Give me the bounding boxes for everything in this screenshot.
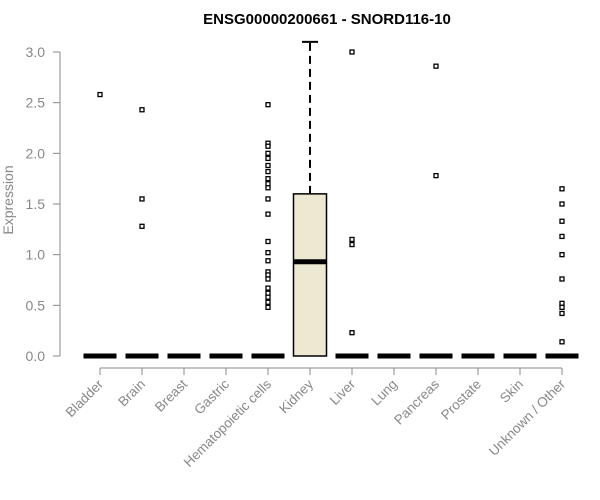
outlier-point <box>265 185 271 191</box>
outlier-point <box>265 150 271 156</box>
x-tick-label: Brain <box>115 377 148 410</box>
box-body <box>292 193 328 357</box>
x-tick-label: Skin <box>497 377 526 406</box>
outlier-point <box>139 223 145 229</box>
outlier-point <box>139 107 145 113</box>
outlier-point <box>265 285 271 291</box>
x-tick-label: Unknown / Other <box>486 376 569 459</box>
outlier-point <box>559 300 565 306</box>
outlier-point <box>265 294 271 300</box>
outlier-point <box>265 272 271 278</box>
chart-title: ENSG00000200661 - SNORD116-10 <box>203 11 451 28</box>
outlier-point <box>265 211 271 217</box>
outlier-point <box>265 176 271 182</box>
outlier-point <box>349 236 355 243</box>
outlier-point <box>265 143 271 149</box>
x-tick-label: Lung <box>368 377 400 409</box>
plot-area <box>83 40 579 359</box>
outlier-point <box>265 304 271 311</box>
outlier-point <box>265 162 271 169</box>
x-tick-label: Gastric <box>191 376 232 417</box>
y-tick-label: 2.5 <box>26 95 46 111</box>
box-brain <box>125 107 159 359</box>
y-tick-label: 0.0 <box>26 348 46 364</box>
outlier-point <box>349 241 355 248</box>
box-liver <box>335 49 369 359</box>
box-kidney <box>292 40 328 357</box>
outlier-point <box>265 168 271 175</box>
box-unknown-other <box>545 186 579 359</box>
outlier-point <box>349 330 355 336</box>
y-tick-label: 2.0 <box>26 145 46 161</box>
outlier-point <box>265 181 271 187</box>
outlier-point <box>97 91 103 98</box>
outlier-point <box>265 155 271 162</box>
outlier-point <box>559 201 565 207</box>
outlier-point <box>559 233 565 240</box>
outlier-point <box>265 102 271 108</box>
box-hematopoietic-cells <box>251 102 285 359</box>
y-tick-label: 0.5 <box>26 297 46 313</box>
y-tick-label: 1.0 <box>26 247 46 263</box>
outlier-point <box>559 339 565 345</box>
x-tick-label: Breast <box>152 376 190 414</box>
x-tick-label: Kidney <box>276 376 316 416</box>
outlier-point <box>265 249 271 256</box>
outlier-point <box>265 290 271 296</box>
outlier-point <box>559 186 565 192</box>
y-tick-label: 3.0 <box>26 44 46 60</box>
outlier-point <box>139 196 145 202</box>
box-bladder <box>83 91 117 359</box>
outlier-point <box>265 276 271 282</box>
y-tick-label: 1.5 <box>26 196 46 212</box>
outlier-point <box>559 310 565 317</box>
x-tick-label: Prostate <box>438 377 484 423</box>
outlier-point <box>265 238 271 245</box>
x-tick-label: Liver <box>327 376 359 408</box>
outlier-point <box>265 258 271 264</box>
outlier-point <box>559 304 565 311</box>
outlier-point <box>559 252 565 258</box>
box-pancreas <box>419 63 453 359</box>
outlier-point <box>433 63 439 69</box>
x-tick-label: Bladder <box>63 376 107 420</box>
y-axis-label: Expression <box>0 165 16 234</box>
x-tick-label: Pancreas <box>391 376 442 427</box>
outlier-point <box>559 218 565 224</box>
outlier-point <box>265 196 271 202</box>
outlier-point <box>265 299 271 305</box>
outlier-point <box>559 276 565 282</box>
outlier-point <box>433 172 439 179</box>
outlier-point <box>349 49 355 55</box>
y-axis: 0.0 0.5 1.0 1.5 2.0 2.5 3.0 <box>26 44 61 364</box>
